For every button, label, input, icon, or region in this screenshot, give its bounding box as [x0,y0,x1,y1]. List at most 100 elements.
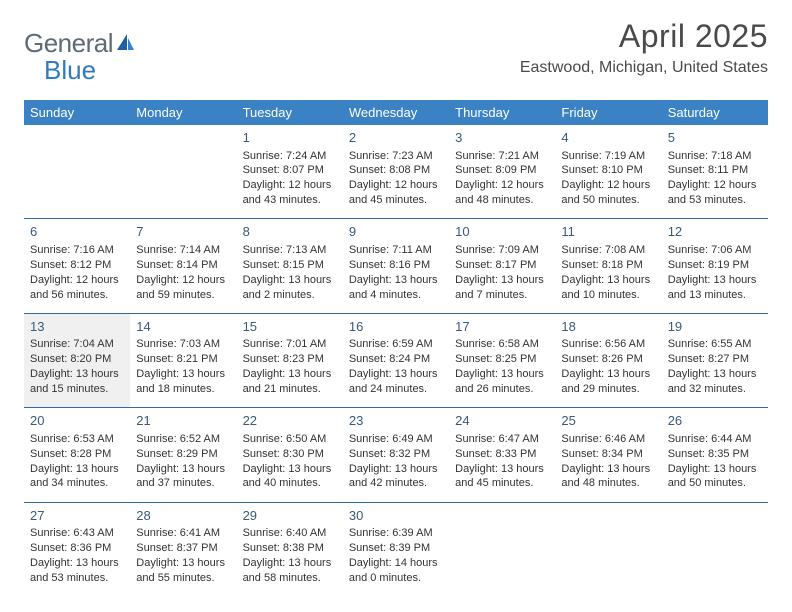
calendar-page: General April 2025 Eastwood, Michigan, U… [0,0,792,596]
sunrise-text: Sunrise: 7:03 AM [136,337,230,352]
calendar-cell: 18Sunrise: 6:56 AMSunset: 8:26 PMDayligh… [555,313,661,406]
calendar-cell: 28Sunrise: 6:41 AMSunset: 8:37 PMDayligh… [130,502,236,595]
day-number: 12 [668,223,762,241]
day-number: 5 [668,129,762,147]
calendar-cell: 11Sunrise: 7:08 AMSunset: 8:18 PMDayligh… [555,219,661,312]
sunrise-text: Sunrise: 7:14 AM [136,243,230,258]
sunset-text: Sunset: 8:20 PM [30,352,124,367]
calendar-cell: 4Sunrise: 7:19 AMSunset: 8:10 PMDaylight… [555,125,661,218]
sunset-text: Sunset: 8:18 PM [561,258,655,273]
sunset-text: Sunset: 8:39 PM [349,541,443,556]
sunset-text: Sunset: 8:24 PM [349,352,443,367]
col-sunday: Sunday [24,100,130,125]
calendar-week: 20Sunrise: 6:53 AMSunset: 8:28 PMDayligh… [24,408,768,501]
sail-icon [115,32,135,52]
calendar-cell: 17Sunrise: 6:58 AMSunset: 8:25 PMDayligh… [449,313,555,406]
sunrise-text: Sunrise: 7:19 AM [561,149,655,164]
calendar-week: 1Sunrise: 7:24 AMSunset: 8:07 PMDaylight… [24,125,768,218]
sunset-text: Sunset: 8:28 PM [30,447,124,462]
calendar-cell [555,502,661,595]
col-friday: Friday [555,100,661,125]
day-number: 23 [349,412,443,430]
sunset-text: Sunset: 8:09 PM [455,163,549,178]
daylight-text: Daylight: 12 hours and 59 minutes. [136,273,230,303]
daylight-text: Daylight: 13 hours and 55 minutes. [136,556,230,586]
day-number: 19 [668,318,762,336]
calendar-cell [449,502,555,595]
sunrise-text: Sunrise: 6:52 AM [136,432,230,447]
daylight-text: Daylight: 12 hours and 56 minutes. [30,273,124,303]
day-number: 2 [349,129,443,147]
daylight-text: Daylight: 13 hours and 24 minutes. [349,367,443,397]
sunset-text: Sunset: 8:33 PM [455,447,549,462]
day-number: 25 [561,412,655,430]
daylight-text: Daylight: 13 hours and 42 minutes. [349,462,443,492]
calendar-cell: 7Sunrise: 7:14 AMSunset: 8:14 PMDaylight… [130,219,236,312]
calendar-cell: 6Sunrise: 7:16 AMSunset: 8:12 PMDaylight… [24,219,130,312]
sunset-text: Sunset: 8:12 PM [30,258,124,273]
sunrise-text: Sunrise: 6:40 AM [243,526,337,541]
calendar-cell: 26Sunrise: 6:44 AMSunset: 8:35 PMDayligh… [662,408,768,501]
day-number: 20 [30,412,124,430]
daylight-text: Daylight: 13 hours and 34 minutes. [30,462,124,492]
daylight-text: Daylight: 13 hours and 13 minutes. [668,273,762,303]
calendar-cell: 19Sunrise: 6:55 AMSunset: 8:27 PMDayligh… [662,313,768,406]
day-number: 14 [136,318,230,336]
sunset-text: Sunset: 8:38 PM [243,541,337,556]
day-number: 13 [30,318,124,336]
calendar-cell: 27Sunrise: 6:43 AMSunset: 8:36 PMDayligh… [24,502,130,595]
calendar-cell: 29Sunrise: 6:40 AMSunset: 8:38 PMDayligh… [237,502,343,595]
sunrise-text: Sunrise: 7:06 AM [668,243,762,258]
calendar-cell: 9Sunrise: 7:11 AMSunset: 8:16 PMDaylight… [343,219,449,312]
daylight-text: Daylight: 13 hours and 10 minutes. [561,273,655,303]
daylight-text: Daylight: 13 hours and 53 minutes. [30,556,124,586]
calendar-week: 13Sunrise: 7:04 AMSunset: 8:20 PMDayligh… [24,313,768,406]
day-number: 10 [455,223,549,241]
calendar-cell: 8Sunrise: 7:13 AMSunset: 8:15 PMDaylight… [237,219,343,312]
day-number: 8 [243,223,337,241]
daylight-text: Daylight: 13 hours and 58 minutes. [243,556,337,586]
sunset-text: Sunset: 8:16 PM [349,258,443,273]
sunset-text: Sunset: 8:29 PM [136,447,230,462]
day-number: 21 [136,412,230,430]
calendar-cell: 16Sunrise: 6:59 AMSunset: 8:24 PMDayligh… [343,313,449,406]
sunrise-text: Sunrise: 7:21 AM [455,149,549,164]
location-text: Eastwood, Michigan, United States [520,59,768,77]
calendar-week: 27Sunrise: 6:43 AMSunset: 8:36 PMDayligh… [24,502,768,595]
sunrise-text: Sunrise: 6:56 AM [561,337,655,352]
sunrise-text: Sunrise: 7:24 AM [243,149,337,164]
sunrise-text: Sunrise: 7:11 AM [349,243,443,258]
sunset-text: Sunset: 8:19 PM [668,258,762,273]
sunset-text: Sunset: 8:35 PM [668,447,762,462]
calendar-cell: 25Sunrise: 6:46 AMSunset: 8:34 PMDayligh… [555,408,661,501]
sunset-text: Sunset: 8:14 PM [136,258,230,273]
daylight-text: Daylight: 13 hours and 48 minutes. [561,462,655,492]
daylight-text: Daylight: 13 hours and 15 minutes. [30,367,124,397]
sunrise-text: Sunrise: 6:58 AM [455,337,549,352]
sunrise-text: Sunrise: 6:49 AM [349,432,443,447]
sunrise-text: Sunrise: 7:09 AM [455,243,549,258]
calendar-cell: 21Sunrise: 6:52 AMSunset: 8:29 PMDayligh… [130,408,236,501]
sunrise-text: Sunrise: 6:59 AM [349,337,443,352]
logo: General [24,18,135,59]
daylight-text: Daylight: 12 hours and 45 minutes. [349,178,443,208]
sunset-text: Sunset: 8:21 PM [136,352,230,367]
calendar-body: 1Sunrise: 7:24 AMSunset: 8:07 PMDaylight… [24,125,768,596]
day-number: 24 [455,412,549,430]
daylight-text: Daylight: 12 hours and 50 minutes. [561,178,655,208]
sunset-text: Sunset: 8:07 PM [243,163,337,178]
day-number: 29 [243,507,337,525]
daylight-text: Daylight: 13 hours and 21 minutes. [243,367,337,397]
calendar-cell: 2Sunrise: 7:23 AMSunset: 8:08 PMDaylight… [343,125,449,218]
day-number: 4 [561,129,655,147]
sunset-text: Sunset: 8:30 PM [243,447,337,462]
calendar-cell: 5Sunrise: 7:18 AMSunset: 8:11 PMDaylight… [662,125,768,218]
day-number: 18 [561,318,655,336]
day-number: 9 [349,223,443,241]
day-number: 22 [243,412,337,430]
sunrise-text: Sunrise: 6:39 AM [349,526,443,541]
calendar-cell [662,502,768,595]
sunrise-text: Sunrise: 7:01 AM [243,337,337,352]
sunrise-text: Sunrise: 7:23 AM [349,149,443,164]
calendar-cell: 10Sunrise: 7:09 AMSunset: 8:17 PMDayligh… [449,219,555,312]
